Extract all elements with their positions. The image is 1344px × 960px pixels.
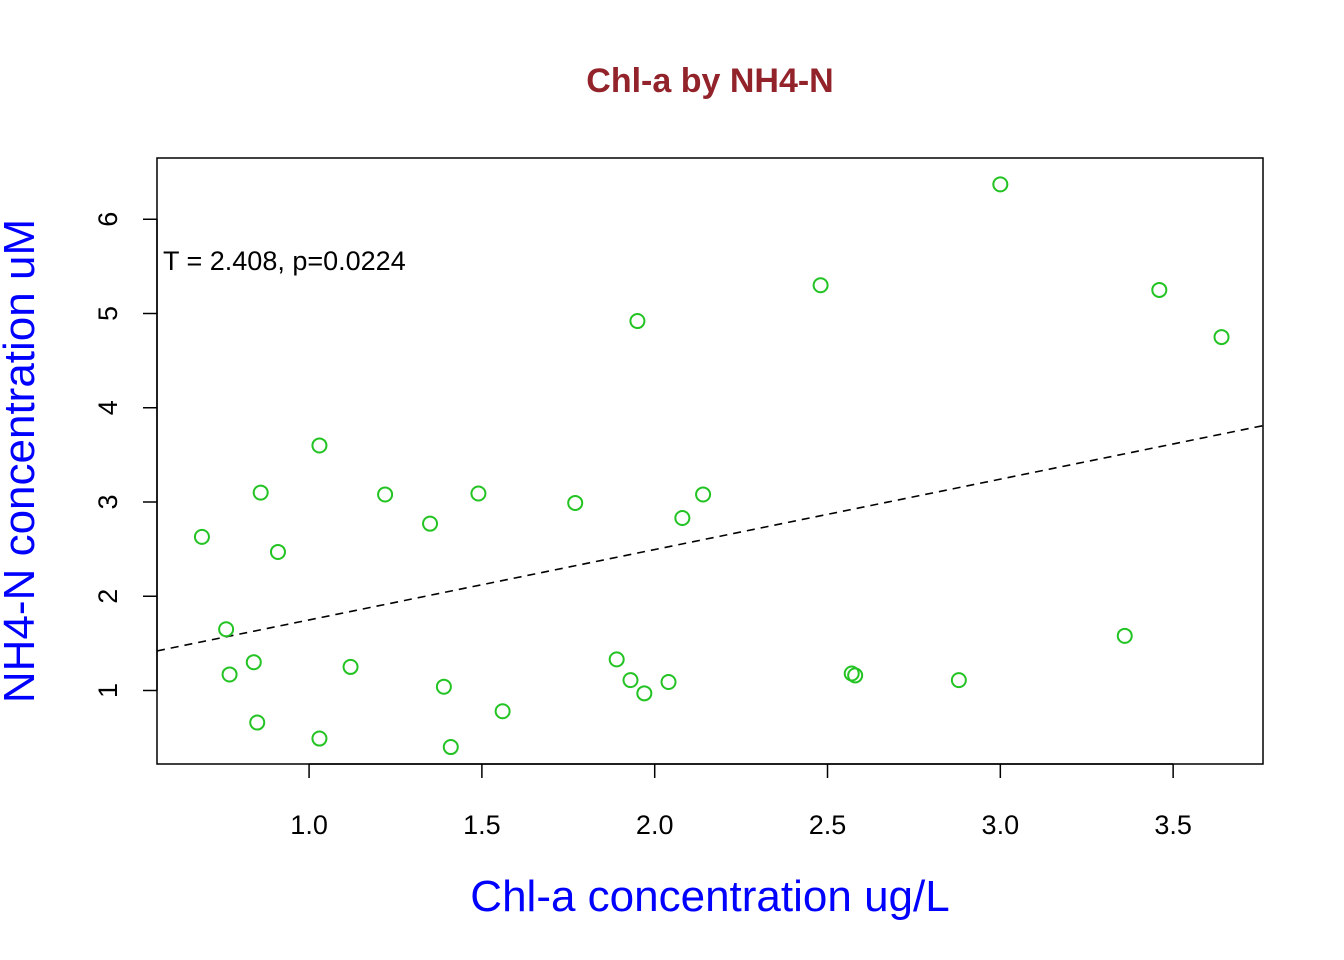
y-tick-label: 6 — [93, 212, 123, 227]
t-test-annotation: T = 2.408, p=0.0224 — [163, 246, 406, 276]
data-point — [1151, 281, 1168, 298]
data-point — [269, 543, 286, 560]
data-point — [245, 654, 262, 671]
data-point — [494, 703, 511, 720]
data-point — [435, 678, 452, 695]
data-point — [622, 672, 639, 689]
y-tick-label: 2 — [93, 589, 123, 604]
data-point — [812, 277, 829, 294]
x-tick-label: 3.5 — [1154, 810, 1192, 840]
data-point — [992, 176, 1009, 193]
data-point — [847, 667, 864, 684]
data-point — [1213, 329, 1230, 346]
x-tick-label: 1.5 — [463, 810, 501, 840]
data-point — [377, 486, 394, 503]
data-point — [567, 494, 584, 511]
data-point — [252, 484, 269, 501]
data-point — [221, 666, 238, 683]
x-tick-label: 3.0 — [982, 810, 1020, 840]
data-point — [422, 515, 439, 532]
chart-title: Chl-a by NH4-N — [586, 62, 833, 100]
x-tick-label: 2.5 — [809, 810, 847, 840]
data-point — [342, 658, 359, 675]
data-point — [193, 528, 210, 545]
y-axis-label: NH4-N concentration uM — [0, 219, 44, 703]
data-point — [1116, 627, 1133, 644]
data-point — [674, 510, 691, 527]
x-tick-label: 2.0 — [636, 810, 674, 840]
data-point — [311, 730, 328, 747]
data-point — [470, 485, 487, 502]
data-point — [950, 672, 967, 689]
data-point — [218, 621, 235, 638]
y-tick-label: 5 — [93, 306, 123, 321]
x-axis-label: Chl-a concentration ug/L — [470, 872, 949, 921]
data-point — [311, 437, 328, 454]
data-point — [636, 685, 653, 702]
data-points — [193, 176, 1230, 756]
data-point — [249, 714, 266, 731]
data-point — [695, 486, 712, 503]
y-tick-label: 1 — [93, 683, 123, 698]
y-tick-label: 4 — [93, 400, 123, 415]
regression-fit-line — [157, 424, 1263, 652]
x-axis: 1.0 1.5 2.0 2.5 3.0 3.5 — [290, 763, 1192, 840]
data-point — [629, 313, 646, 330]
y-tick-label: 3 — [93, 494, 123, 509]
x-tick-label: 1.0 — [290, 810, 328, 840]
data-point — [442, 739, 459, 756]
data-point — [660, 674, 677, 691]
data-point — [608, 651, 625, 668]
y-axis: 1 2 3 4 5 6 — [93, 212, 158, 698]
